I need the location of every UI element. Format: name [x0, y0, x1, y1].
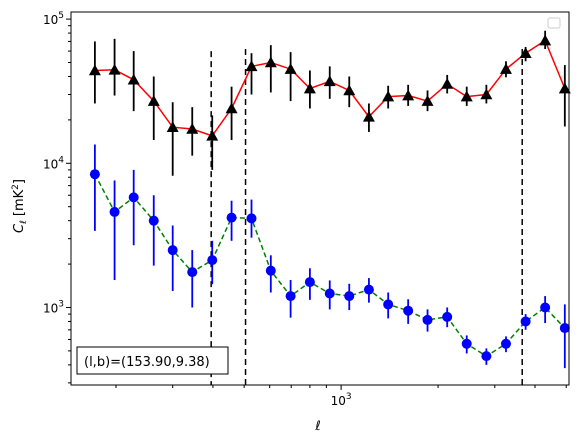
series-1-point: [519, 47, 532, 59]
series-1-point: [303, 82, 316, 94]
series-1-point: [499, 63, 512, 74]
series-1-point: [264, 56, 277, 68]
series-2-point: [226, 212, 237, 223]
series-2-point: [167, 245, 178, 256]
series-2-point: [481, 351, 492, 362]
series-2-point: [442, 311, 453, 322]
y-tick-label: 104: [43, 155, 64, 171]
series-2-point: [246, 213, 257, 224]
annotation-box: (l,b)=(153.90,9.38): [76, 346, 229, 375]
series-1-point: [186, 122, 199, 134]
series-2-point: [403, 305, 414, 316]
series-1-point: [480, 88, 493, 100]
series-2-point: [324, 288, 335, 299]
series-2-point: [520, 316, 531, 327]
series-2-point: [148, 215, 159, 226]
series-1-point: [343, 84, 356, 96]
series-2-point: [559, 323, 570, 334]
series-1-point: [558, 82, 571, 94]
series-1-point: [323, 75, 336, 87]
series-1-point: [421, 95, 434, 106]
series-1-point: [147, 95, 160, 106]
series-1-point: [166, 121, 179, 132]
series-1-point: [284, 63, 297, 74]
axis-ticks: 103 103 104 105: [43, 11, 567, 408]
series-2-point: [540, 302, 551, 313]
y-tick-label: 105: [43, 11, 64, 27]
series-2-point: [109, 206, 120, 217]
y-axis-label: Cℓ [mK2]: [11, 179, 29, 233]
series-2-point: [422, 314, 433, 325]
series-2-point: [207, 255, 218, 266]
series-2-point: [383, 299, 394, 310]
series-2-point: [461, 338, 472, 349]
series-1-point: [108, 63, 121, 75]
y-tick-label: 103: [43, 299, 64, 315]
annotation-text: (l,b)=(153.90,9.38): [84, 355, 210, 370]
series-2-point: [187, 267, 198, 278]
series-1-point: [245, 60, 258, 72]
series-2-point: [500, 338, 511, 349]
series-1-point: [225, 102, 238, 114]
plot-area: [88, 30, 571, 385]
series-2-point: [304, 277, 315, 288]
plot-frame: [70, 11, 570, 386]
series-2-point: [363, 284, 374, 295]
series-2-point: [344, 291, 355, 302]
series-2-point: [285, 291, 296, 302]
annotation-frame: [76, 346, 229, 375]
series-1-point: [88, 64, 101, 76]
series-2-point: [128, 192, 139, 203]
series-1-point: [382, 90, 395, 102]
legend-box: [547, 17, 561, 29]
series-1-point: [539, 34, 552, 46]
series-1-point: [362, 110, 375, 122]
x-axis-label: ℓ: [314, 419, 320, 434]
series-1-point: [460, 90, 473, 102]
x-tick-label: 103: [331, 392, 352, 408]
series-1-point: [127, 73, 140, 85]
series-2-line: [94, 173, 566, 357]
series-2-point: [265, 265, 276, 276]
series-1-point: [441, 77, 454, 89]
series-2-point: [89, 169, 100, 180]
series-1-point: [402, 89, 415, 101]
series-1-point: [206, 129, 219, 141]
